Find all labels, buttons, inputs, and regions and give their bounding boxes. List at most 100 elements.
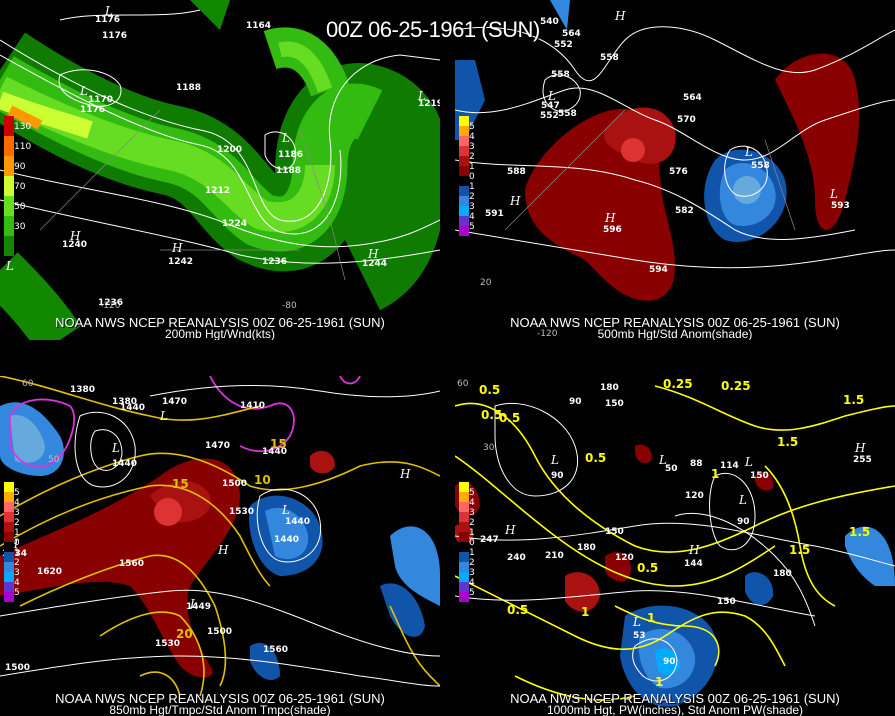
low-pressure-marker: L (159, 409, 168, 423)
colorbar-label: 5 (469, 588, 475, 598)
low-pressure-marker: L (632, 615, 641, 629)
lon-tick: -80 (282, 301, 297, 311)
contour-label: 53 (633, 631, 646, 641)
low-pressure-marker: L (189, 597, 198, 611)
contour-label: 1186 (278, 150, 303, 160)
colorbar-label: 3 (469, 508, 475, 518)
colorbar-swatch (459, 592, 469, 602)
contour-label: 1188 (176, 83, 201, 93)
contour-label: 120 (615, 553, 634, 563)
precipitable-water-label: 1 (647, 611, 655, 625)
map-200mb: -120 -80 1176116411761188117011761200118… (0, 0, 440, 340)
contour-label: 588 (507, 167, 526, 177)
contour-label: 90 (737, 517, 750, 527)
precipitable-water-label: 0.25 (663, 377, 693, 391)
colorbar-swatch (4, 156, 14, 176)
contour-label: 1224 (222, 219, 247, 229)
low-pressure-marker: L (104, 4, 113, 18)
colorbar-label: 1 (469, 182, 475, 192)
colorbar-swatch (459, 116, 469, 126)
colorbar-label: 4 (14, 498, 20, 508)
precipitable-water-label: 1.5 (843, 393, 864, 407)
contour-label: 540 (540, 17, 559, 27)
colorbar-label: 4 (469, 212, 475, 222)
map-1000mb: 60 30 9018015090120901502101801202401509… (455, 377, 895, 707)
contour-label: 1530 (229, 507, 254, 517)
low-pressure-marker: L (829, 187, 838, 201)
contour-label: 150 (605, 527, 624, 537)
colorbar-label: 0 (469, 172, 475, 182)
contour-label: 88 (690, 459, 703, 469)
colorbar-label: 4 (469, 498, 475, 508)
colorbar-swatch (459, 226, 469, 236)
contour-label: 1176 (95, 15, 120, 25)
panel-500mb: -120 20 552 564 540 558 552 558 558 564 570 588 57… (455, 0, 895, 340)
contour-label: 150 (750, 471, 769, 481)
precipitable-water-label: 0.25 (721, 379, 751, 393)
precipitable-water-label: 0.5 (507, 603, 528, 617)
colorbar-swatch (459, 582, 469, 592)
contour-label: 180 (577, 543, 596, 553)
colorbar-850mb (4, 482, 14, 602)
contour-label: 210 (545, 551, 564, 561)
colorbar-label: 70 (14, 182, 26, 192)
high-pressure-marker: H (367, 247, 379, 261)
precipitable-water-label: 1 (655, 675, 663, 689)
precipitable-water-label: 1 (581, 605, 589, 619)
colorbar-swatch (4, 196, 14, 216)
contour-label: 564 (562, 29, 581, 39)
panel-caption: NOAA NWS NCEP REANALYSIS 00Z 06-25-1961 … (510, 315, 840, 330)
low-pressure-marker: L (5, 259, 14, 273)
colorbar-label: 4 (469, 132, 475, 142)
colorbar-swatch (459, 136, 469, 146)
contour-label: 240 (507, 553, 526, 563)
colorbar-swatch (459, 572, 469, 582)
contour-label: 114 (720, 461, 739, 471)
colorbar-swatch (4, 592, 14, 602)
contour-label: 558 (558, 109, 577, 119)
high-pressure-marker: H (399, 467, 411, 481)
colorbar-label: 3 (14, 568, 20, 578)
contour-label: 120 (685, 491, 704, 501)
high-pressure-marker: H (614, 9, 626, 23)
contour-label: 180 (773, 569, 792, 579)
colorbar-swatch (4, 176, 14, 196)
contour-label: 1560 (263, 645, 288, 655)
colorbar-swatch (459, 512, 469, 522)
precipitable-water-label: 0.5 (481, 408, 502, 422)
precipitable-water-label: 0.5 (479, 383, 500, 397)
low-pressure-marker: L (547, 89, 556, 103)
colorbar-swatch (459, 532, 469, 542)
figure-title: 00Z 06-25-1961 (SUN) (326, 17, 540, 42)
colorbar-500mb (459, 116, 469, 236)
colorbar-swatch (459, 186, 469, 196)
colorbar-swatch (459, 206, 469, 216)
colorbar-label: 5 (469, 122, 475, 132)
panel-subcaption: 200mb Hgt/Wnd(kts) (164, 327, 276, 341)
contour-label: 1634 (2, 549, 27, 559)
precipitable-water-label: 0.5 (637, 561, 658, 575)
colorbar-label: 2 (14, 518, 20, 528)
colorbar-swatch (459, 552, 469, 562)
low-pressure-marker: L (738, 493, 747, 507)
low-pressure-marker: L (658, 453, 667, 467)
colorbar-swatch (4, 572, 14, 582)
contour-label: 1164 (246, 21, 271, 31)
precipitable-water-label: 1 (711, 467, 719, 481)
contour-label: 1188 (276, 166, 301, 176)
colorbar-swatch (4, 482, 14, 492)
colorbar-label: 2 (14, 558, 20, 568)
high-pressure-marker: H (69, 229, 81, 243)
panel-1000mb: 60 30 90 180 150 90 120 90 150 210 180 120 240 150 9… (455, 376, 895, 716)
contour-label: 255 (853, 455, 872, 465)
high-pressure-marker: H (509, 194, 521, 208)
precipitable-water-label: 1.5 (849, 525, 870, 539)
contour-label: 1176 (80, 105, 105, 115)
contour-label: 1440 (262, 447, 287, 457)
colorbar-swatch (4, 502, 14, 512)
high-pressure-marker: H (217, 543, 229, 557)
